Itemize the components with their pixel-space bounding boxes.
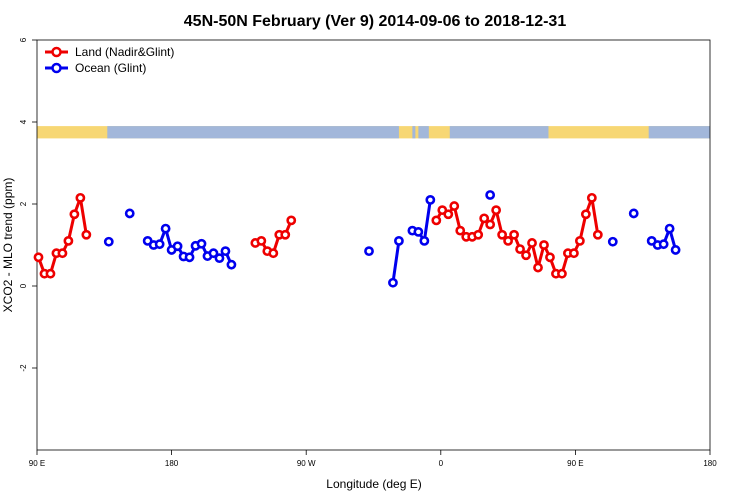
series-1-point-5-1 bbox=[413, 226, 424, 237]
series-0-point-2-17 bbox=[533, 262, 543, 273]
series-1-point-2-12 bbox=[214, 253, 225, 264]
series-0-point-2-11 bbox=[497, 229, 508, 240]
series-1 bbox=[103, 190, 681, 288]
series-0-point-2-21 bbox=[557, 268, 567, 279]
series-0-point-2-10 bbox=[491, 205, 502, 216]
series-1-point-9-3 bbox=[664, 223, 675, 234]
series-0-point-2-13 bbox=[509, 229, 519, 240]
y-tick-label-1: 0 bbox=[19, 283, 28, 288]
series-0-point-2-23 bbox=[569, 248, 579, 259]
x-tick-label-2: 90 W bbox=[297, 459, 316, 468]
series-0-point-1-1 bbox=[256, 235, 267, 246]
series-0-point-2-16 bbox=[527, 238, 537, 248]
x-tick-label-0: 90 E bbox=[29, 459, 45, 468]
x-tick-label-3: 0 bbox=[439, 459, 444, 468]
x-tick-label-5: 180 bbox=[703, 459, 717, 468]
y-tick-label-2: 2 bbox=[19, 201, 28, 206]
series-0-point-2-7 bbox=[473, 229, 484, 240]
legend-label-ocean: Ocean (Glint) bbox=[75, 61, 146, 75]
series-0-point-2-18 bbox=[539, 240, 549, 250]
series-layer bbox=[33, 190, 681, 288]
series-1-point-8-0 bbox=[628, 208, 639, 219]
series-0-point-2-25 bbox=[580, 209, 591, 220]
series-0-point-1-3 bbox=[268, 248, 279, 259]
series-0-line-0 bbox=[37, 196, 88, 276]
series-1-point-4-1 bbox=[394, 235, 404, 246]
plot-frame bbox=[36, 39, 711, 451]
series-1-line-4 bbox=[391, 240, 401, 283]
series-0-point-2-8 bbox=[479, 213, 490, 224]
y-axis: -2 0 2 4 6 bbox=[19, 37, 37, 372]
series-0-point-2-12 bbox=[503, 235, 513, 246]
x-axis-label: Longitude (deg E) bbox=[326, 477, 421, 491]
series-1-point-2-14 bbox=[226, 259, 237, 270]
series-1-point-5-3 bbox=[425, 194, 436, 205]
land-ocean-strip bbox=[37, 126, 710, 139]
y-tick-label-0: -2 bbox=[19, 364, 28, 372]
legend-label-land: Land (Nadir&Glint) bbox=[75, 45, 174, 59]
strip-ocean-3 bbox=[449, 126, 549, 139]
series-0-point-2-15 bbox=[521, 250, 531, 261]
series-0-point-2-4 bbox=[455, 225, 466, 236]
chart-title: 45N-50N February (Ver 9) 2014-09-06 to 2… bbox=[184, 13, 567, 30]
series-1-point-9-4 bbox=[670, 245, 681, 255]
series-0-point-2-2 bbox=[443, 209, 454, 220]
legend: Land (Nadir&Glint) Ocean (Glint) bbox=[45, 45, 174, 75]
series-0-point-0-0 bbox=[33, 252, 44, 263]
series-0-point-2-27 bbox=[592, 229, 603, 240]
x-tick-label-4: 90 E bbox=[567, 459, 583, 468]
series-1-point-7-0 bbox=[607, 236, 618, 247]
series-0-point-2-0 bbox=[431, 215, 442, 226]
series-1-point-4-0 bbox=[388, 277, 398, 288]
strip-ocean-0 bbox=[107, 126, 399, 139]
series-1-point-2-13 bbox=[220, 246, 231, 257]
series-0-point-0-6 bbox=[69, 209, 80, 220]
series-0-point-2-24 bbox=[574, 235, 585, 246]
series-1-point-5-2 bbox=[419, 235, 430, 246]
x-axis: 90 E 180 90 W 0 90 E 180 bbox=[29, 450, 717, 468]
series-0-point-2-26 bbox=[586, 192, 597, 203]
strip-ocean-4 bbox=[648, 126, 710, 139]
series-0-point-0-5 bbox=[63, 235, 74, 246]
strip-ocean-1 bbox=[412, 126, 416, 139]
legend-marker-ocean bbox=[51, 62, 62, 74]
series-1-point-6-0 bbox=[485, 190, 496, 200]
series-1-point-2-9 bbox=[196, 238, 207, 249]
series-0-point-1-5 bbox=[280, 229, 291, 240]
series-1-point-1-0 bbox=[124, 208, 135, 219]
series-0-point-1-6 bbox=[286, 215, 297, 226]
series-0-point-2-9 bbox=[485, 219, 496, 230]
series-0-point-2-19 bbox=[545, 252, 555, 263]
strip-ocean-2 bbox=[418, 126, 429, 139]
series-0-point-0-4 bbox=[57, 248, 68, 259]
series-1-point-2-3 bbox=[160, 223, 171, 234]
series-1-point-2-2 bbox=[154, 239, 165, 250]
series-0-point-0-2 bbox=[45, 268, 56, 279]
series-1-point-3-0 bbox=[364, 246, 374, 257]
series-1-point-2-7 bbox=[184, 252, 195, 263]
y-tick-label-4: 6 bbox=[19, 37, 28, 42]
series-0-point-2-3 bbox=[449, 201, 460, 211]
series-1-point-2-11 bbox=[208, 248, 219, 259]
series-1-point-9-2 bbox=[658, 239, 669, 250]
series-0-point-0-8 bbox=[81, 229, 92, 240]
y-axis-label: XCO2 - MLO trend (ppm) bbox=[1, 178, 15, 313]
y-tick-label-3: 4 bbox=[19, 119, 28, 124]
series-0-point-0-7 bbox=[75, 192, 86, 203]
series-0 bbox=[33, 192, 603, 279]
series-1-point-2-5 bbox=[172, 241, 183, 252]
legend-marker-land bbox=[51, 46, 62, 58]
series-1-point-0-0 bbox=[103, 236, 114, 247]
x-tick-label-1: 180 bbox=[165, 459, 179, 468]
series-0-point-2-14 bbox=[515, 244, 525, 254]
